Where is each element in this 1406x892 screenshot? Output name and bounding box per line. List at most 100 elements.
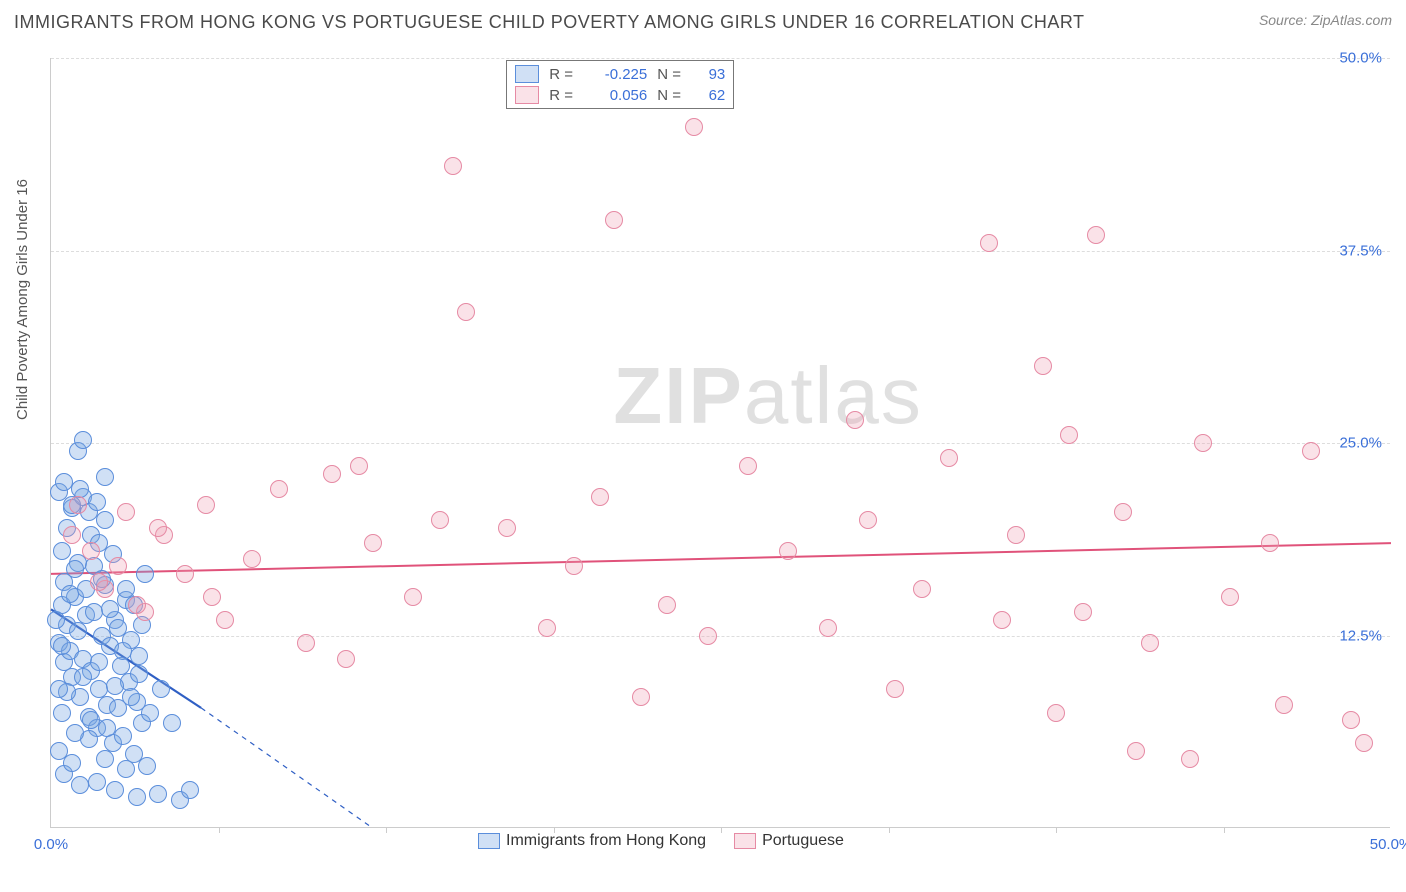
- point-hk: [66, 560, 84, 578]
- legend-r-val: 0.056: [587, 87, 647, 104]
- point-pt: [779, 542, 797, 560]
- legend-n-val: 62: [695, 87, 725, 104]
- point-pt: [685, 118, 703, 136]
- source-label: Source: ZipAtlas.com: [1259, 12, 1392, 28]
- point-pt: [69, 496, 87, 514]
- legend-stat-row-pt: R = 0.056 N = 62: [515, 86, 725, 104]
- point-hk: [152, 680, 170, 698]
- point-pt: [176, 565, 194, 583]
- point-hk: [53, 542, 71, 560]
- point-hk: [88, 773, 106, 791]
- point-pt: [886, 680, 904, 698]
- legend-label-hk: Immigrants from Hong Kong: [506, 832, 706, 849]
- legend-stats: R =-0.225N =93R =0.056N =62: [506, 60, 734, 109]
- legend-item-hk: Immigrants from Hong Kong: [478, 832, 706, 850]
- point-hk: [130, 665, 148, 683]
- legend-r-key: R =: [549, 66, 577, 83]
- point-hk: [163, 714, 181, 732]
- point-pt: [431, 511, 449, 529]
- point-pt: [109, 557, 127, 575]
- legend-swatch-hk: [515, 65, 539, 83]
- point-pt: [90, 573, 108, 591]
- point-pt: [1060, 426, 1078, 444]
- legend-r-key: R =: [549, 87, 577, 104]
- x-tick-label: 50.0%: [1370, 836, 1406, 853]
- legend-label-pt: Portuguese: [762, 832, 844, 849]
- legend-swatch-pt: [515, 86, 539, 104]
- point-pt: [297, 634, 315, 652]
- point-hk: [90, 653, 108, 671]
- point-hk: [128, 788, 146, 806]
- point-hk: [98, 719, 116, 737]
- point-pt: [1034, 357, 1052, 375]
- point-hk: [117, 760, 135, 778]
- point-pt: [1181, 750, 1199, 768]
- point-pt: [364, 534, 382, 552]
- point-hk: [130, 647, 148, 665]
- point-hk: [136, 565, 154, 583]
- point-hk: [141, 704, 159, 722]
- point-pt: [117, 503, 135, 521]
- legend-n-key: N =: [657, 87, 685, 104]
- legend-stat-row-hk: R =-0.225N =93: [515, 65, 725, 83]
- point-pt: [323, 465, 341, 483]
- point-hk: [88, 493, 106, 511]
- point-pt: [605, 211, 623, 229]
- point-pt: [846, 411, 864, 429]
- point-hk: [74, 668, 92, 686]
- legend-bottom: Immigrants from Hong Kong Portuguese: [478, 832, 844, 850]
- point-pt: [632, 688, 650, 706]
- point-pt: [243, 550, 261, 568]
- point-pt: [216, 611, 234, 629]
- point-pt: [591, 488, 609, 506]
- x-tick-label: 0.0%: [34, 836, 68, 853]
- point-pt: [699, 627, 717, 645]
- point-pt: [128, 596, 146, 614]
- legend-n-key: N =: [657, 66, 685, 83]
- point-pt: [1221, 588, 1239, 606]
- point-hk: [181, 781, 199, 799]
- trend-dash-hk: [201, 708, 373, 828]
- point-pt: [350, 457, 368, 475]
- y-axis-label: Child Poverty Among Girls Under 16: [14, 179, 31, 420]
- point-pt: [1114, 503, 1132, 521]
- point-pt: [337, 650, 355, 668]
- point-pt: [1087, 226, 1105, 244]
- legend-n-val: 93: [695, 66, 725, 83]
- point-pt: [980, 234, 998, 252]
- point-hk: [101, 600, 119, 618]
- point-hk: [114, 727, 132, 745]
- point-hk: [50, 680, 68, 698]
- point-pt: [457, 303, 475, 321]
- point-hk: [69, 622, 87, 640]
- scatter-chart: ZIPatlas 12.5%25.0%37.5%50.0%0.0%50.0%R …: [50, 58, 1390, 828]
- point-pt: [1194, 434, 1212, 452]
- point-hk: [66, 724, 84, 742]
- point-pt: [658, 596, 676, 614]
- point-pt: [565, 557, 583, 575]
- point-hk: [47, 611, 65, 629]
- point-pt: [498, 519, 516, 537]
- legend-swatch-hk: [478, 833, 500, 849]
- legend-item-pt: Portuguese: [734, 832, 844, 850]
- point-pt: [149, 519, 167, 537]
- point-pt: [1275, 696, 1293, 714]
- point-hk: [85, 603, 103, 621]
- point-pt: [859, 511, 877, 529]
- point-hk: [106, 781, 124, 799]
- point-pt: [913, 580, 931, 598]
- point-hk: [74, 431, 92, 449]
- point-pt: [1302, 442, 1320, 460]
- point-pt: [1261, 534, 1279, 552]
- point-hk: [53, 637, 71, 655]
- point-pt: [82, 542, 100, 560]
- point-pt: [1127, 742, 1145, 760]
- point-hk: [106, 677, 124, 695]
- point-pt: [63, 526, 81, 544]
- point-pt: [1074, 603, 1092, 621]
- point-hk: [96, 511, 114, 529]
- chart-title: IMMIGRANTS FROM HONG KONG VS PORTUGUESE …: [14, 12, 1085, 33]
- point-pt: [1007, 526, 1025, 544]
- point-pt: [940, 449, 958, 467]
- point-hk: [114, 642, 132, 660]
